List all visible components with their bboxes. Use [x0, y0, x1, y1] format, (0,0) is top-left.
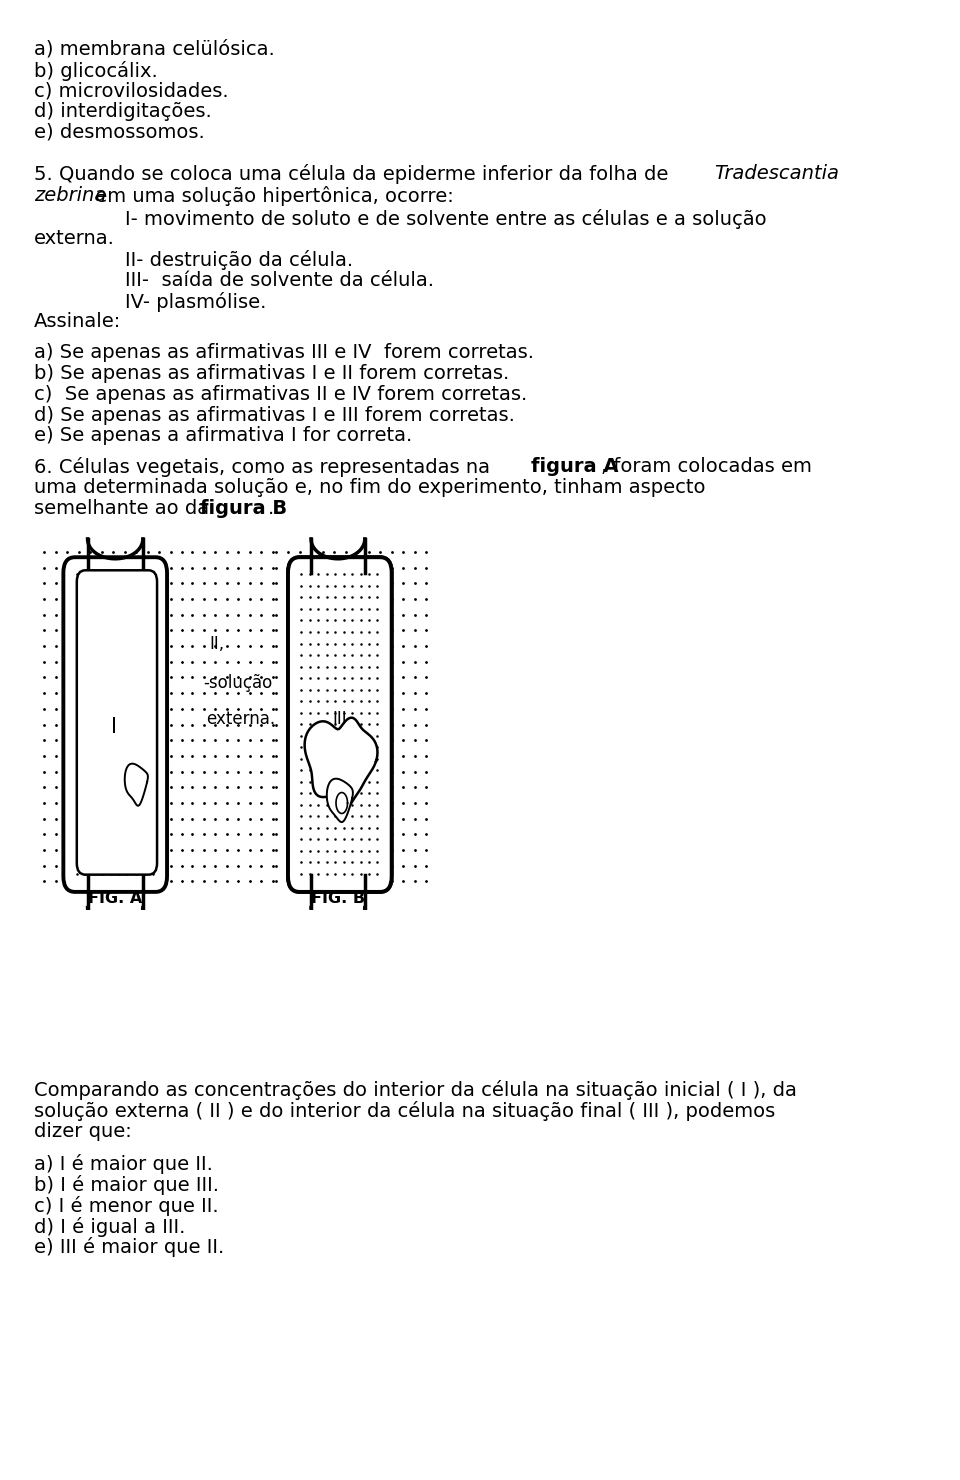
Text: a) membrana celülósica.: a) membrana celülósica.	[34, 40, 275, 59]
Text: I: I	[111, 718, 117, 737]
Text: dizer que:: dizer que:	[34, 1122, 132, 1141]
Text: c) microvilosidades.: c) microvilosidades.	[34, 81, 228, 101]
Text: e) desmossomos.: e) desmossomos.	[34, 123, 204, 142]
Text: a) I é maior que II.: a) I é maior que II.	[34, 1154, 212, 1175]
Text: externa.: externa.	[206, 710, 276, 728]
Text: c)  Se apenas as afirmativas II e IV forem corretas.: c) Se apenas as afirmativas II e IV fore…	[34, 385, 527, 404]
Text: e) III é maior que II.: e) III é maior que II.	[34, 1237, 224, 1258]
Text: e) Se apenas a afirmativa I for correta.: e) Se apenas a afirmativa I for correta.	[34, 426, 412, 445]
Text: FIG. B: FIG. B	[311, 891, 365, 906]
Text: II- destruição da célula.: II- destruição da célula.	[125, 250, 353, 271]
Text: , foram colocadas em: , foram colocadas em	[601, 457, 812, 477]
FancyBboxPatch shape	[288, 556, 392, 892]
Text: zebrina: zebrina	[34, 186, 106, 206]
Text: b) Se apenas as afirmativas I e II forem corretas.: b) Se apenas as afirmativas I e II forem…	[34, 364, 509, 383]
Text: Comparando as concentrações do interior da célula na situação inicial ( I ), da: Comparando as concentrações do interior …	[34, 1080, 797, 1101]
Text: II,: II,	[209, 635, 225, 653]
Text: 5. Quando se coloca uma célula da epiderme inferior da folha de: 5. Quando se coloca uma célula da epider…	[34, 164, 674, 185]
Text: FIG. A: FIG. A	[88, 891, 142, 906]
Text: .: .	[268, 499, 275, 518]
Text: d) interdigitações.: d) interdigitações.	[34, 102, 211, 121]
Text: b) glicocálix.: b) glicocálix.	[34, 61, 157, 81]
Text: uma determinada solução e, no fim do experimento, tinham aspecto: uma determinada solução e, no fim do exp…	[34, 478, 705, 497]
Text: b) I é maior que III.: b) I é maior que III.	[34, 1175, 219, 1196]
Text: Assinale:: Assinale:	[34, 312, 121, 332]
Text: Tradescantia: Tradescantia	[714, 164, 839, 184]
Text: figura B: figura B	[200, 499, 287, 518]
Text: semelhante ao da: semelhante ao da	[34, 499, 215, 518]
Text: IV- plasmólise.: IV- plasmólise.	[125, 292, 266, 312]
Text: III-  saída de solvente da célula.: III- saída de solvente da célula.	[125, 271, 434, 290]
Text: I- movimento de soluto e de solvente entre as células e a solução: I- movimento de soluto e de solvente ent…	[125, 209, 766, 229]
Text: c) I é menor que II.: c) I é menor que II.	[34, 1196, 218, 1217]
Text: d) Se apenas as afirmativas I e III forem corretas.: d) Se apenas as afirmativas I e III fore…	[34, 406, 515, 425]
Text: -solução: -solução	[203, 673, 272, 691]
Text: a) Se apenas as afirmativas III e IV  forem corretas.: a) Se apenas as afirmativas III e IV for…	[34, 343, 534, 363]
Text: III: III	[332, 710, 348, 728]
FancyBboxPatch shape	[63, 556, 167, 892]
Text: solução externa ( II ) e do interior da célula na situação final ( III ), podemo: solução externa ( II ) e do interior da …	[34, 1101, 775, 1122]
Text: figura A: figura A	[531, 457, 618, 477]
Text: em uma solução hipertônica, ocorre:: em uma solução hipertônica, ocorre:	[89, 186, 454, 207]
Polygon shape	[125, 764, 148, 805]
Text: d) I é igual a III.: d) I é igual a III.	[34, 1217, 185, 1237]
Polygon shape	[304, 718, 377, 811]
Polygon shape	[326, 778, 353, 821]
FancyBboxPatch shape	[288, 556, 392, 892]
Text: 6. Células vegetais, como as representadas na: 6. Células vegetais, como as representad…	[34, 457, 496, 478]
FancyBboxPatch shape	[77, 570, 157, 875]
Text: externa.: externa.	[34, 229, 114, 249]
